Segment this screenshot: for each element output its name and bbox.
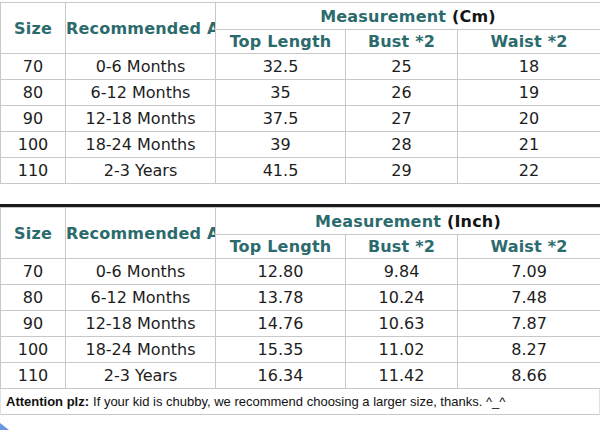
- age-cell: 0-6 Months: [66, 54, 216, 80]
- table-row: 10018-24 Months15.3511.028.27: [1, 337, 600, 363]
- age-cell: 12-18 Months: [66, 106, 216, 132]
- bust-cell: 28: [346, 132, 458, 158]
- waist-cell: 8.27: [458, 337, 600, 363]
- top-length-column-header: Top Length: [216, 235, 346, 259]
- bust-cell: 10.24: [346, 285, 458, 311]
- corner-artifact-icon: [0, 423, 9, 430]
- measurement-inch-header: Measurement (Inch): [216, 208, 600, 235]
- bust-cell: 27: [346, 106, 458, 132]
- size-column-header: Size: [1, 208, 66, 259]
- attention-note: Attention plz: If your kid is chubby, we…: [0, 389, 600, 415]
- waist-cell: 19: [458, 80, 600, 106]
- waist-cell: 20: [458, 106, 600, 132]
- table-row: 9012-18 Months14.7610.637.87: [1, 311, 600, 337]
- inch-unit-label: (Inch): [447, 212, 501, 231]
- table-row: 10018-24 Months392821: [1, 132, 600, 158]
- size-cell: 90: [1, 311, 66, 337]
- cm-unit-label: (Cm): [452, 7, 496, 26]
- waist-cell: 21: [458, 132, 600, 158]
- inch-header-row: Size Recommended Age Measurement (Inch): [1, 208, 600, 235]
- top-length-cell: 32.5: [216, 54, 346, 80]
- attention-note-text: If your kid is chubby, we recommend choo…: [93, 394, 505, 409]
- table-row: 806-12 Months13.7810.247.48: [1, 285, 600, 311]
- waist-column-header: Waist *2: [458, 30, 600, 54]
- bust-cell: 11.42: [346, 363, 458, 389]
- waist-cell: 22: [458, 158, 600, 184]
- waist-cell: 7.87: [458, 311, 600, 337]
- attention-note-prefix: Attention plz:: [6, 394, 89, 409]
- table-gap: [0, 184, 600, 204]
- table-row: 9012-18 Months37.52720: [1, 106, 600, 132]
- size-cell: 100: [1, 337, 66, 363]
- size-cell: 100: [1, 132, 66, 158]
- bust-cell: 9.84: [346, 259, 458, 285]
- age-cell: 18-24 Months: [66, 132, 216, 158]
- waist-cell: 7.48: [458, 285, 600, 311]
- top-length-cell: 13.78: [216, 285, 346, 311]
- table-row: 1102-3 Years41.52922: [1, 158, 600, 184]
- size-chart-inch-table: Size Recommended Age Measurement (Inch) …: [0, 207, 600, 389]
- size-chart-cm-table: Size Recommended Age Measurement (Cm) To…: [0, 2, 600, 184]
- bust-cell: 10.63: [346, 311, 458, 337]
- age-cell: 18-24 Months: [66, 337, 216, 363]
- size-chart-page: Size Recommended Age Measurement (Cm) To…: [0, 0, 600, 430]
- size-cell: 80: [1, 285, 66, 311]
- age-column-header: Recommended Age: [66, 208, 216, 259]
- age-cell: 2-3 Years: [66, 363, 216, 389]
- age-cell: 6-12 Months: [66, 80, 216, 106]
- size-column-header: Size: [1, 3, 66, 54]
- table-row: 1102-3 Years16.3411.428.66: [1, 363, 600, 389]
- bust-cell: 26: [346, 80, 458, 106]
- top-length-cell: 14.76: [216, 311, 346, 337]
- size-cell: 90: [1, 106, 66, 132]
- table-row: 700-6 Months32.52518: [1, 54, 600, 80]
- bust-cell: 25: [346, 54, 458, 80]
- waist-column-header: Waist *2: [458, 235, 600, 259]
- waist-cell: 8.66: [458, 363, 600, 389]
- cm-header-row: Size Recommended Age Measurement (Cm): [1, 3, 600, 30]
- top-length-cell: 15.35: [216, 337, 346, 363]
- top-length-cell: 41.5: [216, 158, 346, 184]
- top-length-cell: 12.80: [216, 259, 346, 285]
- measurement-label: Measurement: [320, 7, 446, 26]
- table-row: 806-12 Months352619: [1, 80, 600, 106]
- size-cell: 70: [1, 259, 66, 285]
- age-cell: 6-12 Months: [66, 285, 216, 311]
- age-cell: 2-3 Years: [66, 158, 216, 184]
- measurement-cm-header: Measurement (Cm): [216, 3, 600, 30]
- age-column-header: Recommended Age: [66, 3, 216, 54]
- size-cell: 110: [1, 363, 66, 389]
- bust-column-header: Bust *2: [346, 30, 458, 54]
- size-cell: 110: [1, 158, 66, 184]
- table-row: 700-6 Months12.809.847.09: [1, 259, 600, 285]
- bust-cell: 29: [346, 158, 458, 184]
- top-length-column-header: Top Length: [216, 30, 346, 54]
- waist-cell: 7.09: [458, 259, 600, 285]
- inch-table-body: 700-6 Months12.809.847.09806-12 Months13…: [1, 259, 600, 389]
- measurement-label: Measurement: [315, 212, 441, 231]
- bust-cell: 11.02: [346, 337, 458, 363]
- size-cell: 70: [1, 54, 66, 80]
- top-length-cell: 35: [216, 80, 346, 106]
- top-length-cell: 39: [216, 132, 346, 158]
- age-cell: 12-18 Months: [66, 311, 216, 337]
- top-length-cell: 16.34: [216, 363, 346, 389]
- cm-table-body: 700-6 Months32.52518806-12 Months3526199…: [1, 54, 600, 184]
- size-cell: 80: [1, 80, 66, 106]
- age-cell: 0-6 Months: [66, 259, 216, 285]
- bust-column-header: Bust *2: [346, 235, 458, 259]
- top-length-cell: 37.5: [216, 106, 346, 132]
- waist-cell: 18: [458, 54, 600, 80]
